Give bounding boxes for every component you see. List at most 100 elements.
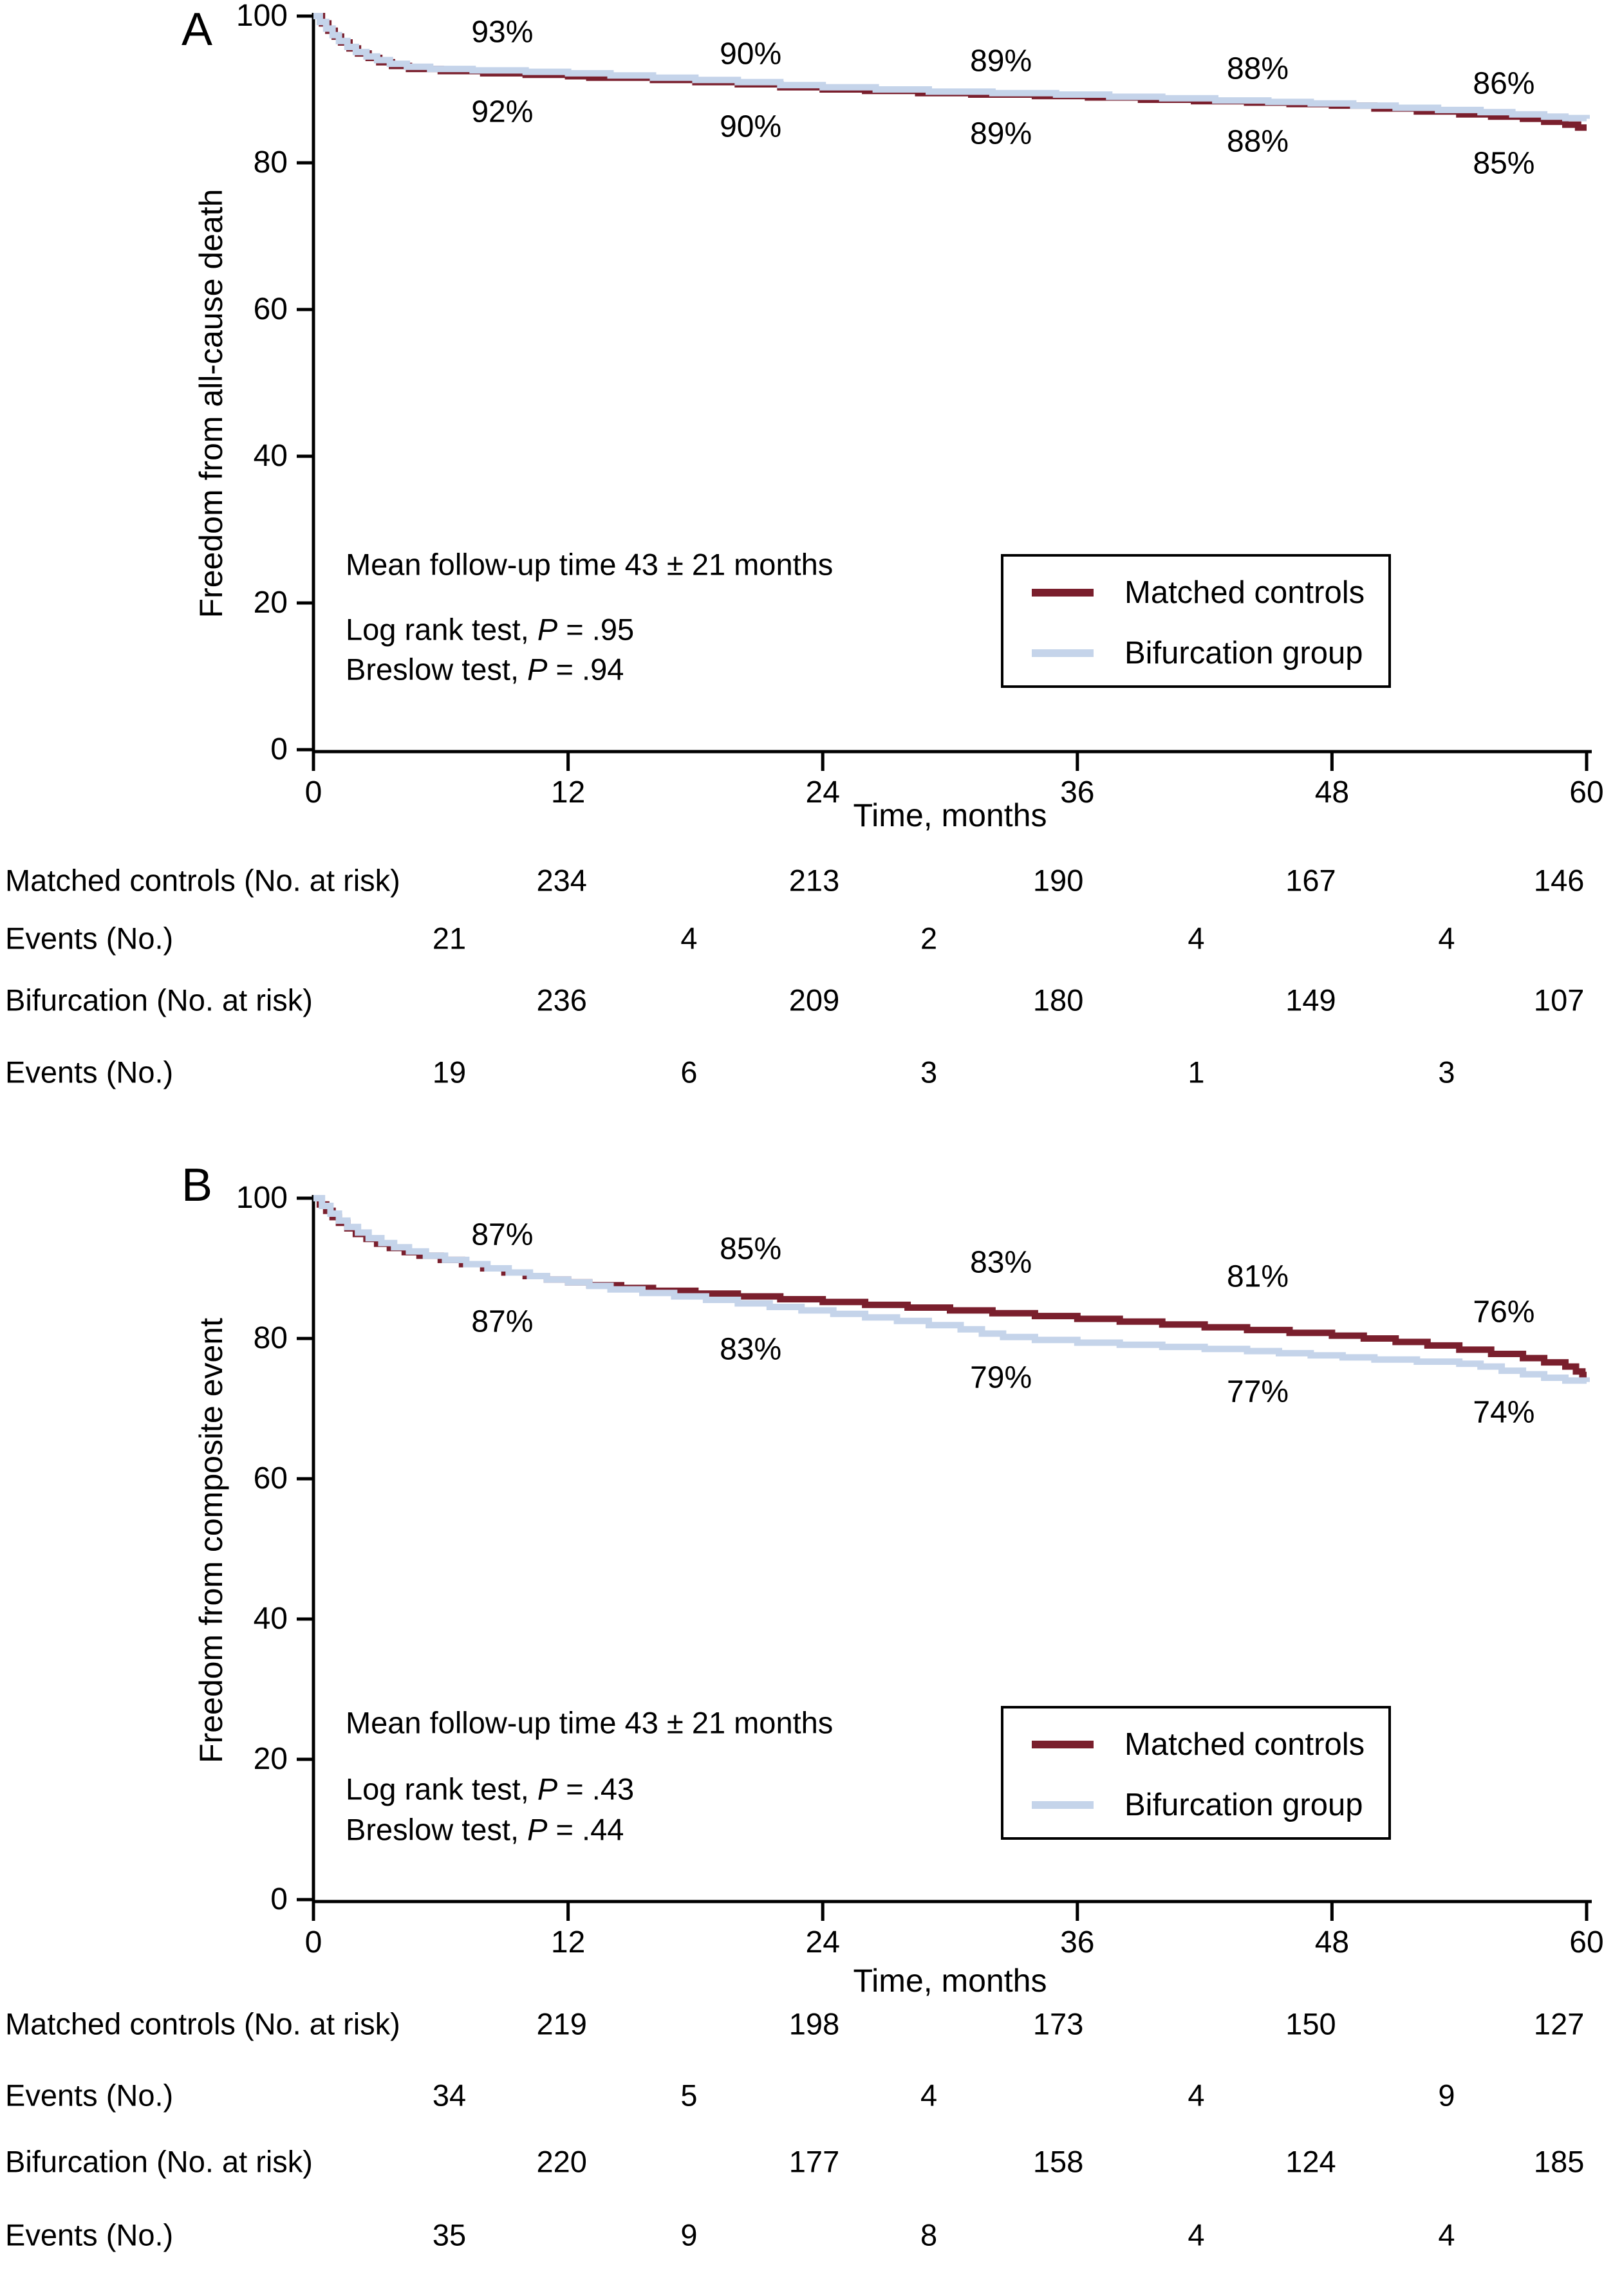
panel-b-y-tick-label-60: 60 [253, 1461, 288, 1495]
panel-b-x-tick-label-0: 0 [304, 1925, 322, 1959]
panel-b-series-bifurcation [313, 1195, 1590, 1384]
panel-a-annotation-top-0: 93% [471, 15, 534, 50]
panel-a-annotation-bottom-4: 85% [1473, 146, 1535, 181]
panel-a-risk-row-0-value-0: 234 [536, 863, 587, 898]
panel-a-risk-row-0-value-3: 167 [1285, 863, 1336, 898]
panel-b-y-tick-label-100: 100 [236, 1181, 288, 1215]
matched-controls-line-swatch-icon [1032, 589, 1094, 597]
matched-controls-line-swatch-icon [1032, 1741, 1094, 1748]
panel-b-legend: Matched controls Bifurcation group [1001, 1706, 1391, 1840]
panel-a-risk-row-1-value-4: 4 [1438, 921, 1455, 956]
panel-b-risk-row-1-value-1: 5 [680, 2078, 698, 2113]
panel-b-x-axis-title: Time, months [853, 1963, 1047, 1999]
panel-a-annotation-top-3: 88% [1226, 51, 1289, 86]
panel-b-risk-row-2-value-1: 177 [788, 2144, 840, 2179]
panel-a-risk-row-2-value-2: 180 [1032, 983, 1084, 1017]
panel-b-risk-row-2-value-4: 185 [1533, 2144, 1585, 2179]
panel-a-risk-row-3-value-4: 3 [1438, 1055, 1455, 1089]
panel-a-breslow-p: P [527, 652, 548, 687]
panel-a-risk-row-3-value-1: 6 [680, 1055, 698, 1089]
panel-a-logrank-pre: Log rank test, [346, 612, 537, 647]
bifurcation-line-swatch-icon [1032, 1801, 1094, 1809]
panel-a-series-bifurcation [313, 13, 1590, 122]
panel-a-risk-row-2-value-1: 209 [788, 983, 840, 1017]
panel-a-followup-pre: Mean follow-up time 43 ± 21 months [346, 547, 834, 582]
panel-a-risk-row-2-value-0: 236 [536, 983, 587, 1017]
panel-a-breslow-pre: Breslow test, [346, 652, 528, 687]
panel-b-breslow-p: P [527, 1812, 548, 1847]
panel-b-x-tick-label-12: 12 [550, 1925, 586, 1959]
panel-b-annotation-bottom-2: 79% [970, 1360, 1032, 1395]
panel-b-risk-row-2-label: Bifurcation (No. at risk) [5, 2144, 313, 2179]
panel-a-y-tick-label-40: 40 [253, 439, 288, 473]
panel-a-logrank-p: P [537, 612, 558, 647]
panel-b-risk-row-1-value-2: 4 [920, 2078, 938, 2113]
panel-b-y-tick-label-20: 20 [253, 1742, 288, 1776]
panel-a-risk-row-3-value-2: 3 [920, 1055, 938, 1089]
panel-a-annotation-bottom-1: 90% [720, 109, 782, 144]
panel-b-annotation-top-2: 83% [970, 1245, 1032, 1280]
legend-label-matched-controls: Matched controls [1124, 575, 1365, 610]
panel-a-y-tick-label-100: 100 [236, 0, 288, 33]
panel-a-risk-row-1-value-1: 4 [680, 921, 698, 956]
panel-b-x-tick-label-48: 48 [1314, 1925, 1350, 1959]
panel-b-risk-row-0-value-0: 219 [536, 2006, 587, 2041]
panel-b-risk-row-2-value-3: 124 [1285, 2144, 1336, 2179]
panel-b-annotation-bottom-4: 74% [1473, 1395, 1535, 1430]
legend-label-bifurcation-group: Bifurcation group [1124, 636, 1363, 671]
panel-b-y-tick-label-0: 0 [270, 1882, 288, 1916]
panel-b-breslow-pre: Breslow test, [346, 1812, 528, 1847]
panel-a-y-tick-label-0: 0 [270, 732, 288, 766]
panel-b-risk-row-0-value-2: 173 [1032, 2006, 1084, 2041]
panel-b-risk-row-1-value-4: 9 [1438, 2078, 1455, 2113]
panel-b-y-axis-title: Freedom from composite event [193, 1318, 229, 1763]
panel-b-x-tick-label-24: 24 [805, 1925, 840, 1959]
panel-a-legend: Matched controls Bifurcation group [1001, 554, 1391, 688]
panel-a-annotation-bottom-2: 89% [970, 116, 1032, 151]
panel-a-risk-row-1-value-0: 21 [432, 921, 467, 956]
panel-b-risk-row-0-value-4: 127 [1533, 2006, 1585, 2041]
panel-b-breslow-post: = .44 [547, 1812, 624, 1847]
legend-item-matched-controls: Matched controls [1032, 1727, 1365, 1763]
panel-a-annotation-bottom-0: 92% [471, 95, 534, 129]
panel-b-series-matched-controls [313, 1195, 1587, 1378]
panel-a-annotation-bottom-3: 88% [1226, 124, 1289, 159]
panel-b-annotation-top-4: 76% [1473, 1295, 1535, 1329]
panel-a-x-tick-label-12: 12 [550, 775, 586, 810]
panel-b-y-tick-label-40: 40 [253, 1602, 288, 1636]
panel-a-risk-row-3-value-3: 1 [1188, 1055, 1205, 1089]
panel-b-risk-row-3-value-2: 8 [920, 2217, 938, 2252]
panel-a-annotation-top-4: 86% [1473, 66, 1535, 101]
panel-a-risk-row-0-value-4: 146 [1533, 863, 1585, 898]
panel-b-risk-row-2-value-2: 158 [1032, 2144, 1084, 2179]
panel-b-risk-row-1-label: Events (No.) [5, 2078, 174, 2113]
panel-b-y-tick-label-80: 80 [253, 1321, 288, 1355]
panel-b-annotation-top-1: 85% [720, 1232, 782, 1266]
panel-a-risk-row-2-value-3: 149 [1285, 983, 1336, 1017]
legend-item-matched-controls: Matched controls [1032, 575, 1365, 611]
panel-b-risk-row-3-value-3: 4 [1188, 2217, 1205, 2252]
panel-a-x-tick-label-36: 36 [1060, 775, 1095, 810]
panel-a-x-axis-title: Time, months [853, 797, 1047, 833]
panel-a-x-tick-label-48: 48 [1314, 775, 1350, 810]
panel-a-risk-row-1-value-2: 2 [920, 921, 938, 956]
panel-a-letter: A [182, 4, 213, 55]
panel-b-logrank-p: P [537, 1772, 558, 1806]
legend-item-bifurcation-group: Bifurcation group [1032, 1787, 1363, 1823]
panel-a-y-tick-label-20: 20 [253, 586, 288, 620]
panel-a-followup-text: Mean follow-up time 43 ± 21 months [346, 547, 833, 582]
panel-a-risk-row-0-value-2: 190 [1032, 863, 1084, 898]
panel-a-risk-row-3-value-0: 19 [432, 1055, 467, 1089]
panel-a-annotation-top-2: 89% [970, 44, 1032, 79]
panel-b-risk-row-3-value-1: 9 [680, 2217, 698, 2252]
panel-a-x-tick-label-0: 0 [304, 775, 322, 810]
panel-b-risk-row-2-value-0: 220 [536, 2144, 587, 2179]
panel-b-logrank-pre: Log rank test, [346, 1772, 537, 1806]
panel-b-risk-row-0-value-1: 198 [788, 2006, 840, 2041]
panel-a-breslow-text: Breslow test, P = .94 [346, 652, 624, 687]
panel-b-x-tick-label-60: 60 [1569, 1925, 1604, 1959]
panel-a-annotation-top-1: 90% [720, 37, 782, 71]
